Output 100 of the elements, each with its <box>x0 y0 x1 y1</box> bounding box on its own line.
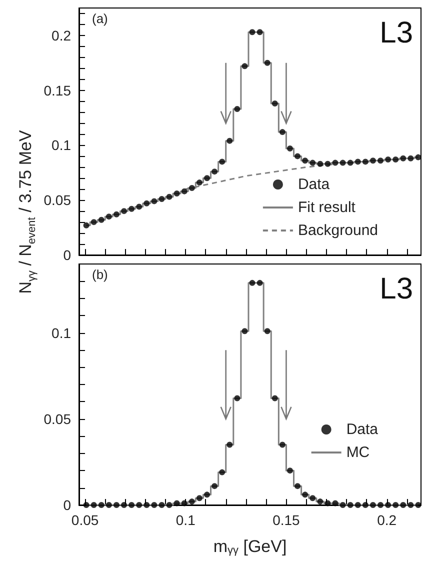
point <box>354 158 361 165</box>
point <box>98 216 104 223</box>
point <box>212 483 218 490</box>
point <box>347 502 354 508</box>
point <box>256 280 263 286</box>
point <box>174 190 180 197</box>
legend-label: MC <box>346 444 370 461</box>
point <box>249 280 256 286</box>
point <box>128 206 135 212</box>
point <box>113 211 120 218</box>
point <box>196 180 202 186</box>
point <box>392 502 399 508</box>
point <box>106 214 112 220</box>
point <box>400 155 406 162</box>
point <box>317 498 324 505</box>
y-tick-label: 0 <box>63 247 72 263</box>
point <box>158 196 165 202</box>
legend-label: Background <box>298 222 378 239</box>
point <box>310 160 316 166</box>
point <box>234 106 240 112</box>
point <box>340 502 346 508</box>
y-tick-label: 0.15 <box>44 82 72 98</box>
point <box>166 502 172 508</box>
point <box>362 502 368 508</box>
point <box>226 442 233 448</box>
point <box>385 502 392 508</box>
point <box>408 155 414 162</box>
point <box>362 158 368 165</box>
point <box>286 146 293 152</box>
point <box>219 469 226 476</box>
point <box>181 500 188 506</box>
point <box>370 502 376 508</box>
x-tick-label: 0.2 <box>377 512 397 528</box>
point <box>286 468 293 474</box>
point <box>166 194 172 200</box>
legend-label: Data <box>346 421 379 438</box>
point <box>242 328 248 334</box>
point <box>272 100 278 107</box>
point <box>279 129 286 136</box>
point <box>324 500 331 506</box>
point <box>128 502 135 508</box>
point <box>121 502 128 508</box>
point <box>378 158 384 164</box>
point <box>83 502 90 508</box>
point <box>144 502 150 508</box>
point <box>181 188 188 194</box>
point <box>151 502 158 508</box>
point <box>264 60 270 66</box>
annotation: L3 <box>380 272 414 306</box>
y-tick-label: 0 <box>63 497 72 513</box>
point <box>151 198 158 204</box>
point <box>392 156 399 162</box>
y-tick-label: 0.2 <box>52 27 72 44</box>
point <box>212 168 218 175</box>
point <box>249 29 256 36</box>
x-tick-label: 0.15 <box>272 512 300 528</box>
y-tick-label: 0.1 <box>52 324 72 341</box>
point <box>415 502 422 508</box>
point <box>83 222 90 228</box>
point <box>264 328 270 334</box>
point <box>294 153 301 160</box>
y-tick-label: 0.1 <box>52 137 72 154</box>
point <box>317 160 324 167</box>
point <box>347 160 354 166</box>
y-tick-label: 0.05 <box>44 192 72 208</box>
point <box>226 138 233 144</box>
point <box>302 158 308 164</box>
point <box>204 175 210 182</box>
point <box>98 502 104 508</box>
point <box>188 185 195 192</box>
point <box>90 219 97 226</box>
point <box>204 492 210 498</box>
point <box>385 156 392 162</box>
point <box>106 502 112 508</box>
point <box>354 502 361 508</box>
point <box>408 502 414 508</box>
point <box>234 395 240 402</box>
point <box>378 502 384 508</box>
point <box>294 483 301 490</box>
point <box>272 395 278 402</box>
annotation: L3 <box>380 16 414 50</box>
annotation: (a) <box>92 11 108 26</box>
point <box>90 502 97 508</box>
point <box>242 63 248 70</box>
point <box>332 160 338 166</box>
legend-label: Data <box>298 176 330 193</box>
point <box>136 502 142 508</box>
point <box>302 492 308 498</box>
point <box>113 502 120 508</box>
point <box>219 158 226 165</box>
point <box>324 160 331 167</box>
point <box>196 495 202 502</box>
annotation: (b) <box>92 267 108 282</box>
y-tick-label: 0.05 <box>44 410 72 427</box>
point <box>158 502 165 508</box>
point <box>136 204 142 210</box>
point <box>370 158 376 164</box>
point <box>121 208 128 214</box>
point <box>279 442 286 448</box>
point <box>400 502 406 508</box>
